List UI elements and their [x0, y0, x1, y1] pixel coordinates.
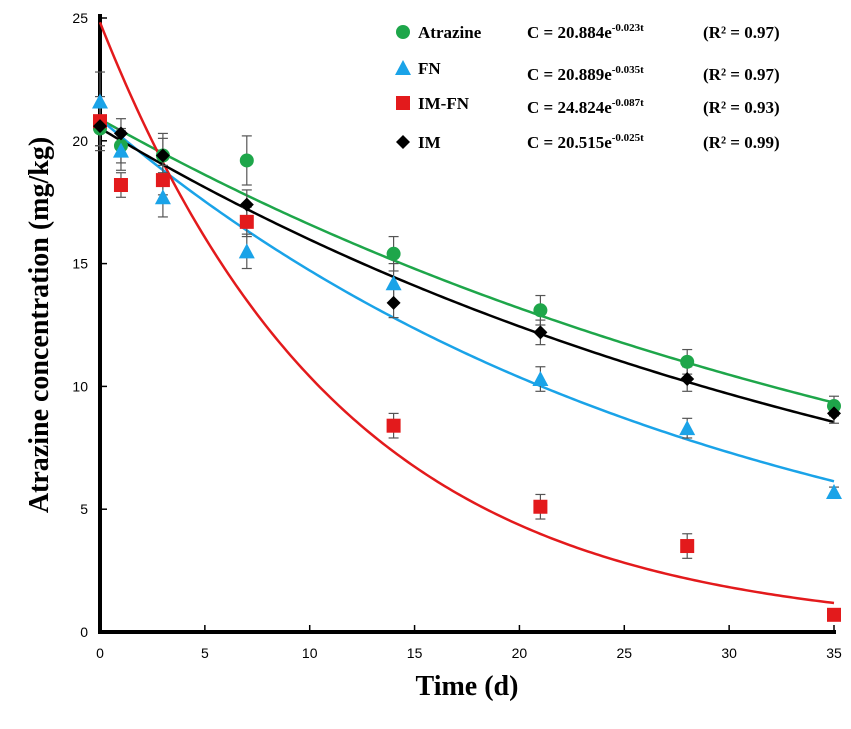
point-atrazine	[680, 354, 695, 369]
axes: 0 5 10 15 20 25 30 35 0 5 10 15 20 25	[72, 10, 842, 661]
point-im-fn	[533, 499, 548, 514]
legend-label-im-fn: IM-FN	[418, 94, 470, 113]
point-fn	[154, 189, 171, 205]
point-fn	[679, 420, 696, 436]
fit-curve-im-fn	[98, 21, 835, 605]
x-tick-label: 20	[512, 645, 528, 661]
point-im	[113, 126, 128, 141]
point-im-fn	[113, 178, 128, 193]
y-tick-label: 25	[72, 10, 88, 26]
y-axis-title: Atrazine concentration (mg/kg)	[24, 137, 55, 513]
legend-marker-im-fn	[396, 96, 410, 110]
point-im	[386, 295, 401, 310]
y-tick-label: 5	[80, 501, 88, 517]
x-tick-label: 0	[96, 645, 104, 661]
legend: Atrazine C = 20.884e-0.023t (R² = 0.97) FN C…	[395, 22, 780, 152]
r-squared-im-fn: (R² = 0.93)	[703, 98, 780, 117]
point-im	[239, 197, 254, 212]
point-atrazine	[533, 303, 548, 318]
equation-atrazine: C = 20.884e-0.023t	[527, 22, 644, 42]
point-atrazine	[386, 246, 401, 261]
y-tick-label: 10	[72, 378, 88, 394]
point-fn	[385, 275, 402, 291]
fit-curves	[98, 21, 835, 605]
y-tick-label: 0	[80, 624, 88, 640]
x-tick-label: 30	[721, 645, 737, 661]
y-tick-label: 20	[72, 133, 88, 149]
legend-marker-fn	[395, 60, 411, 75]
x-tick-label: 10	[302, 645, 318, 661]
fit-curve-fn	[99, 118, 835, 483]
point-fn	[532, 371, 549, 387]
r-squared-atrazine: (R² = 0.97)	[703, 23, 780, 42]
point-fn	[92, 93, 108, 109]
point-im-fn	[386, 418, 401, 433]
point-im	[93, 119, 107, 134]
point-fn	[826, 484, 842, 500]
point-im	[533, 325, 548, 340]
point-fn	[112, 142, 129, 158]
point-atrazine	[239, 153, 254, 168]
point-fn	[238, 243, 255, 259]
equation-im-fn: C = 24.824e-0.087t	[527, 97, 644, 117]
r-squared-fn: (R² = 0.97)	[703, 65, 780, 84]
point-im	[155, 148, 170, 163]
legend-marker-im	[396, 135, 410, 149]
x-tick-label: 5	[201, 645, 209, 661]
x-tick-label: 25	[616, 645, 632, 661]
data-markers	[92, 93, 842, 622]
point-im	[680, 372, 695, 387]
point-im-fn	[680, 539, 695, 554]
legend-label-im: IM	[418, 133, 441, 152]
x-axis-title: Time (d)	[416, 671, 519, 702]
x-tick-label: 15	[407, 645, 423, 661]
fit-curve-atrazine	[99, 117, 835, 404]
legend-label-fn: FN	[418, 59, 441, 78]
point-atrazine	[827, 399, 841, 414]
y-tick-label: 15	[72, 256, 88, 272]
error-bars	[95, 71, 839, 621]
point-im	[827, 406, 841, 421]
point-im-fn	[239, 214, 254, 229]
r-squared-im: (R² = 0.99)	[703, 133, 780, 152]
point-im-fn	[155, 173, 170, 188]
x-tick-label: 35	[826, 645, 842, 661]
equation-fn: C = 20.889e-0.035t	[527, 64, 644, 84]
legend-label-atrazine: Atrazine	[418, 23, 482, 42]
fit-curve-im	[99, 127, 835, 424]
legend-marker-atrazine	[396, 25, 410, 39]
point-im-fn	[827, 607, 841, 622]
equation-im: C = 20.515e-0.025t	[527, 132, 644, 152]
